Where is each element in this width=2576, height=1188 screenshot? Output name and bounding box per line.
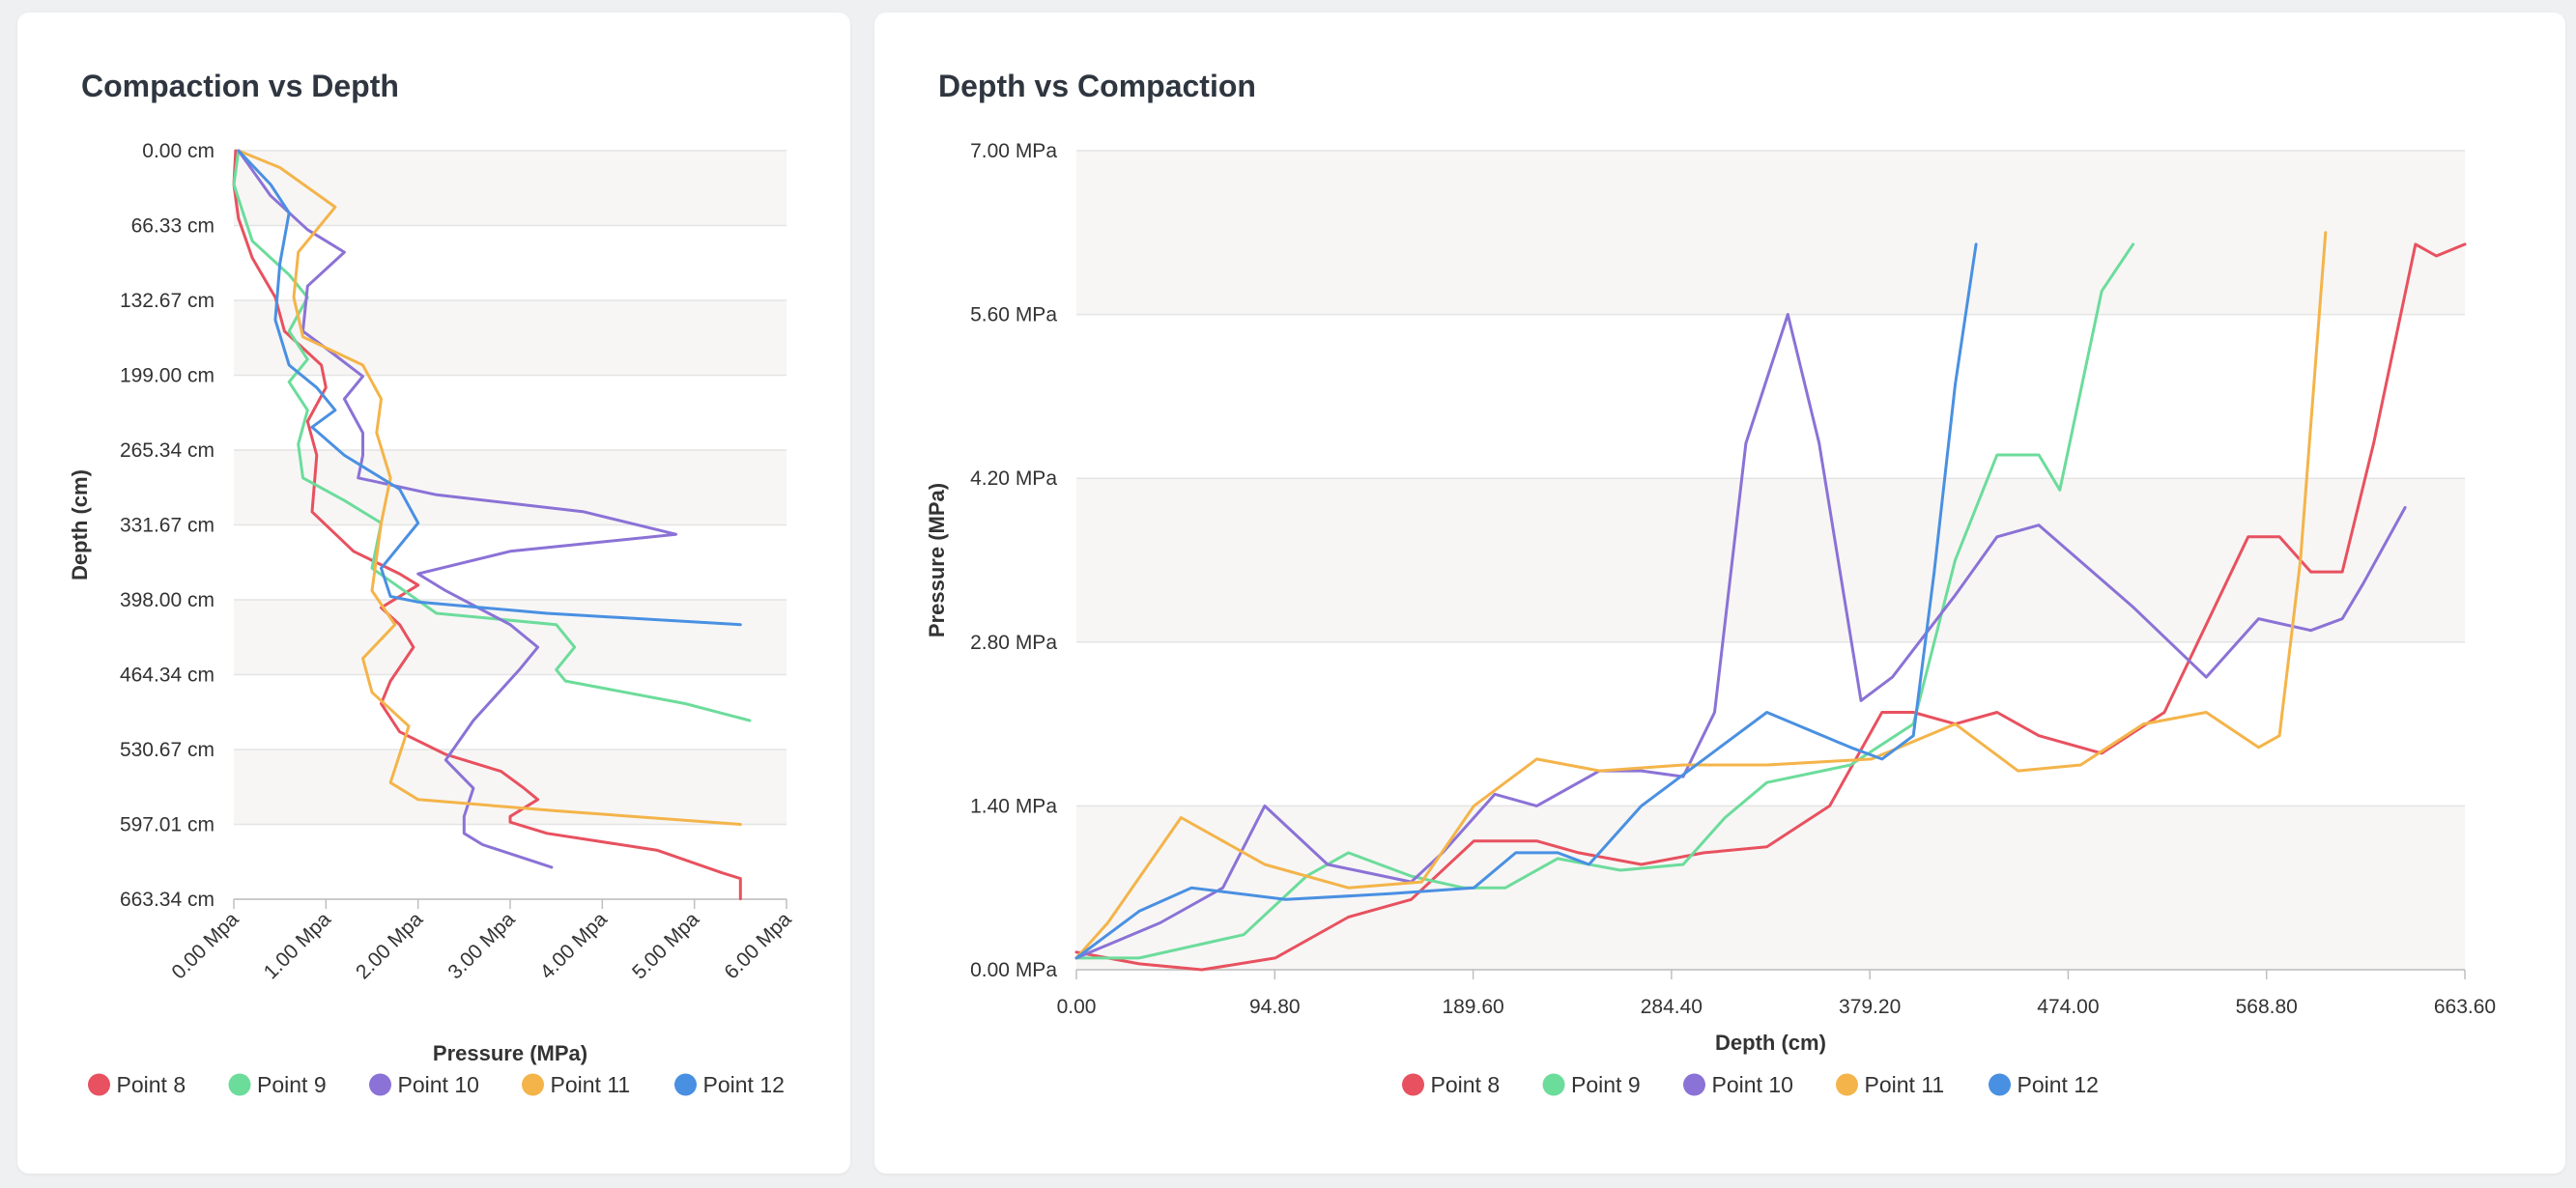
right-chart-card: Depth vs Compaction 0.00 MPa 1.40 MPa 2.80…: [874, 13, 2565, 1174]
x-tick-label: 1.00 Mpa: [260, 908, 335, 983]
grid-band: [1076, 806, 2465, 970]
y-tick-label: 66.33 cm: [131, 215, 215, 238]
x-tick-label: 379.20: [1839, 996, 1901, 1018]
legend-label-point-10: Point 10: [1712, 1072, 1793, 1097]
series-line-point-12: [237, 149, 742, 627]
grid-band: [234, 300, 787, 376]
series-line-point-8: [232, 149, 742, 901]
legend-label-point-12: Point 12: [703, 1072, 785, 1097]
legend-swatch-point-11: [1836, 1073, 1858, 1096]
x-tick-label: 568.80: [2236, 996, 2298, 1018]
legend-swatch-point-12: [674, 1073, 697, 1096]
legend-label-point-10: Point 10: [398, 1072, 479, 1097]
series-line-point-9: [1074, 242, 2135, 960]
compaction-vs-depth-chart: 0.00 cm 66.33 cm 132.67 cm 199.00 cm 265.34 …: [68, 140, 796, 1097]
y-tick-label: 5.60 MPa: [970, 304, 1057, 326]
y-tick-label: 464.34 cm: [120, 665, 215, 687]
y-tick-label: 530.67 cm: [120, 739, 215, 761]
series-line-point-10: [1074, 313, 2407, 960]
y-tick-label: 265.34 cm: [120, 439, 215, 462]
y-tick-label: 597.01 cm: [120, 814, 215, 836]
x-tick-label: 2.00 Mpa: [352, 908, 427, 983]
y-axis-title: Pressure (MPa): [925, 483, 949, 637]
grid-band: [1076, 151, 2465, 315]
legend-swatch-point-11: [522, 1073, 544, 1096]
grid-band: [234, 151, 787, 226]
y-tick-label: 0.00 MPa: [970, 959, 1057, 981]
series-line-point-11: [237, 149, 742, 826]
grid-band: [234, 450, 787, 525]
x-tick-label: 0.00 Mpa: [167, 908, 243, 983]
grid-band: [234, 600, 787, 675]
legend-label-point-8: Point 8: [117, 1072, 186, 1097]
x-tick-label: 6.00 Mpa: [720, 908, 795, 983]
x-tick-label: 474.00: [2037, 996, 2099, 1018]
x-tick-label: 94.80: [1249, 996, 1301, 1018]
legend-swatch-point-10: [1683, 1073, 1705, 1096]
y-tick-label: 199.00 cm: [120, 365, 215, 387]
y-tick-label: 663.34 cm: [120, 889, 215, 911]
left-chart-card: Compaction vs Depth 0.00 cm 66.33 cm 132.6…: [17, 13, 850, 1174]
x-tick-label: 5.00 Mpa: [628, 908, 703, 983]
grid-band: [234, 750, 787, 825]
series-line-point-12: [1074, 242, 1978, 960]
y-tick-label: 132.67 cm: [120, 290, 215, 312]
legend-swatch-point-9: [1542, 1073, 1565, 1096]
legend-label-point-8: Point 8: [1431, 1072, 1501, 1097]
y-tick-label: 398.00 cm: [120, 589, 215, 611]
legend-label-point-11: Point 11: [551, 1072, 631, 1097]
legend-label-point-9: Point 9: [257, 1072, 327, 1097]
legend-swatch-point-9: [228, 1073, 251, 1096]
y-tick-label: 2.80 MPa: [970, 632, 1057, 654]
y-axis-title: Depth (cm): [68, 469, 92, 580]
legend-label-point-12: Point 12: [2018, 1072, 2099, 1097]
y-tick-label: 0.00 cm: [142, 140, 215, 162]
right-chart-title: Depth vs Compaction: [938, 69, 1256, 103]
y-tick-label: 331.67 cm: [120, 515, 215, 537]
legend-swatch-point-12: [1989, 1073, 2011, 1096]
x-tick-label: 663.60: [2434, 996, 2496, 1018]
x-axis-title: Pressure (MPa): [433, 1041, 587, 1065]
x-tick-label: 3.00 Mpa: [444, 908, 519, 983]
x-tick-label: 4.00 Mpa: [536, 908, 612, 983]
legend-swatch-point-10: [369, 1073, 391, 1096]
x-axis-title: Depth (cm): [1715, 1031, 1826, 1055]
legend-swatch-point-8: [1402, 1073, 1424, 1096]
depth-vs-compaction-chart: 0.00 MPa 1.40 MPa 2.80 MPa 4.20 MPa 5.60 MPa…: [925, 140, 2496, 1097]
y-tick-label: 4.20 MPa: [970, 467, 1057, 490]
series-line-point-10: [237, 149, 678, 869]
x-tick-label: 0.00: [1057, 996, 1097, 1018]
legend-label-point-9: Point 9: [1571, 1072, 1641, 1097]
series-line-point-11: [1074, 231, 2328, 960]
grid-band: [1076, 478, 2465, 642]
x-tick-label: 284.40: [1641, 996, 1703, 1018]
y-tick-label: 7.00 MPa: [970, 140, 1057, 162]
y-tick-label: 1.40 MPa: [970, 795, 1057, 817]
series-line-point-8: [1074, 242, 2467, 972]
left-chart-title: Compaction vs Depth: [81, 69, 399, 103]
legend-swatch-point-8: [88, 1073, 110, 1096]
legend-label-point-11: Point 11: [1865, 1072, 1945, 1097]
x-tick-label: 189.60: [1442, 996, 1503, 1018]
